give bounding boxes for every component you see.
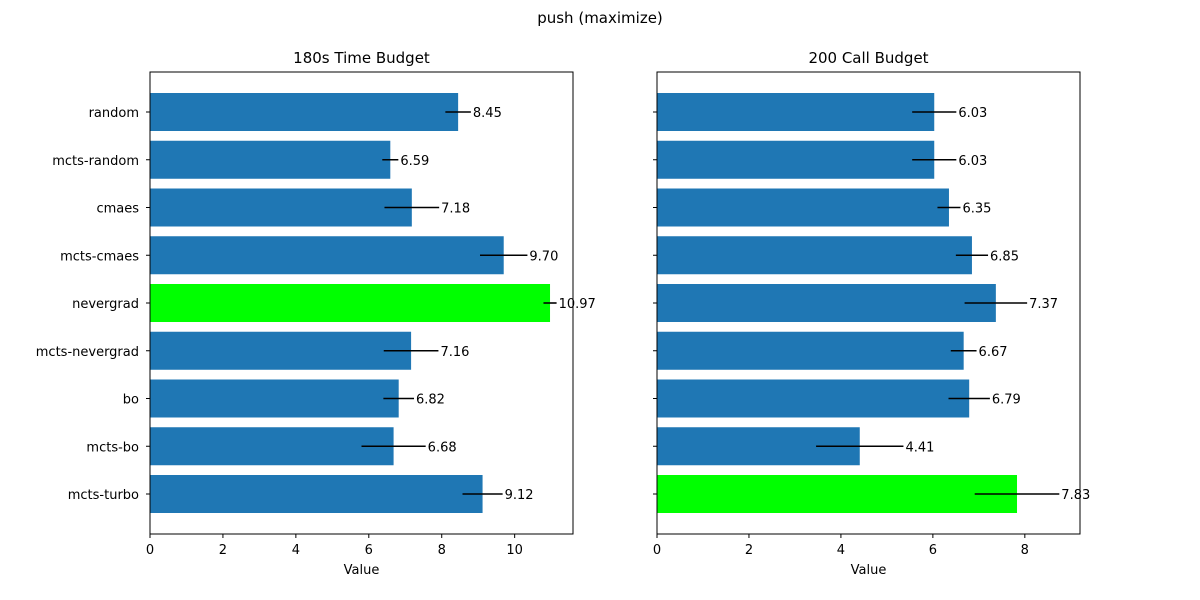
chart0-bar-mcts-turbo bbox=[150, 475, 483, 513]
chart0-bar-bo bbox=[150, 379, 399, 418]
figure-title: push (maximize) bbox=[537, 9, 663, 27]
chart1-value-label-cmaes: 6.35 bbox=[962, 202, 991, 217]
chart1-xtick-label-2: 2 bbox=[745, 543, 753, 558]
chart0-xtick-label-2: 2 bbox=[219, 543, 227, 558]
chart0-ytick-label-bo: bo bbox=[123, 393, 139, 408]
chart0-value-label-mcts-bo: 6.68 bbox=[428, 440, 457, 455]
chart0-bar-mcts-random bbox=[150, 140, 391, 179]
chart0-bar-mcts-bo bbox=[150, 427, 394, 466]
chart0-value-label-mcts-nevergrad: 7.16 bbox=[440, 345, 469, 360]
chart1-value-label-mcts-turbo: 7.83 bbox=[1061, 488, 1090, 503]
chart0-title: 180s Time Budget bbox=[293, 49, 430, 67]
chart1-xlabel: Value bbox=[851, 563, 887, 578]
chart0-value-label-cmaes: 7.18 bbox=[441, 202, 470, 217]
chart0-ytick-label-random: random bbox=[89, 106, 139, 121]
chart1-bar-bo bbox=[657, 379, 970, 418]
chart0-ytick-label-mcts-random: mcts-random bbox=[52, 154, 139, 169]
chart0-xlabel: Value bbox=[344, 563, 380, 578]
chart0-value-label-random: 8.45 bbox=[473, 106, 502, 121]
chart0-ytick-label-mcts-turbo: mcts-turbo bbox=[68, 488, 139, 503]
chart0-value-label-mcts-turbo: 9.12 bbox=[505, 488, 534, 503]
chart0-ytick-label-mcts-cmaes: mcts-cmaes bbox=[60, 249, 139, 264]
chart0-xtick-label-8: 8 bbox=[438, 543, 446, 558]
chart0-value-label-mcts-random: 6.59 bbox=[400, 154, 429, 169]
chart0-xtick-label-4: 4 bbox=[292, 543, 300, 558]
chart0-ytick-label-mcts-bo: mcts-bo bbox=[86, 440, 139, 455]
chart1-xtick-label-8: 8 bbox=[1021, 543, 1029, 558]
chart0-value-label-bo: 6.82 bbox=[416, 393, 445, 408]
chart1-value-label-bo: 6.79 bbox=[992, 393, 1021, 408]
chart1-bar-mcts-random bbox=[657, 140, 935, 179]
chart0-bar-nevergrad bbox=[150, 284, 551, 322]
chart0-value-label-mcts-cmaes: 9.70 bbox=[529, 249, 558, 264]
chart0-ytick-label-nevergrad: nevergrad bbox=[72, 297, 139, 312]
chart1-value-label-mcts-bo: 4.41 bbox=[905, 440, 934, 455]
chart0-axes-frame bbox=[149, 71, 574, 535]
chart-panel-time-budget: 180s Time Budget 8.45 random 6.59 mcts-rando… bbox=[36, 49, 596, 578]
chart0-bar-mcts-cmaes bbox=[150, 236, 504, 275]
chart1-bar-mcts-cmaes bbox=[657, 236, 972, 275]
chart0-bar-mcts-nevergrad bbox=[150, 331, 412, 370]
chart0-xtick-label-6: 6 bbox=[365, 543, 373, 558]
chart1-value-label-random: 6.03 bbox=[958, 106, 987, 121]
chart1-axes-frame bbox=[656, 71, 1081, 535]
chart-panel-call-budget: 200 Call Budget 6.03 6.03 6.35 6.85 7.37 6.67 6… bbox=[653, 49, 1090, 578]
chart1-value-label-nevergrad: 7.37 bbox=[1029, 297, 1058, 312]
chart1-value-label-mcts-cmaes: 6.85 bbox=[990, 249, 1019, 264]
chart1-bar-cmaes bbox=[657, 188, 949, 227]
chart1-bar-mcts-nevergrad bbox=[657, 331, 964, 370]
chart1-bar-random bbox=[657, 93, 935, 131]
chart1-bar-nevergrad bbox=[657, 284, 996, 322]
chart1-value-label-mcts-random: 6.03 bbox=[958, 154, 987, 169]
chart1-xtick-label-4: 4 bbox=[837, 543, 845, 558]
chart0-xtick-label-0: 0 bbox=[146, 543, 154, 558]
chart0-bar-cmaes bbox=[150, 188, 412, 227]
chart0-ytick-label-cmaes: cmaes bbox=[96, 202, 139, 217]
chart0-value-label-nevergrad: 10.97 bbox=[559, 297, 596, 312]
chart1-xtick-label-0: 0 bbox=[653, 543, 661, 558]
chart1-xtick-label-6: 6 bbox=[929, 543, 937, 558]
chart1-bar-mcts-turbo bbox=[657, 475, 1018, 513]
chart0-ytick-label-mcts-nevergrad: mcts-nevergrad bbox=[36, 345, 139, 360]
chart0-xtick-label-10: 10 bbox=[506, 543, 523, 558]
chart1-title: 200 Call Budget bbox=[808, 49, 928, 67]
chart1-value-label-mcts-nevergrad: 6.67 bbox=[979, 345, 1008, 360]
chart0-bar-random bbox=[150, 93, 459, 131]
